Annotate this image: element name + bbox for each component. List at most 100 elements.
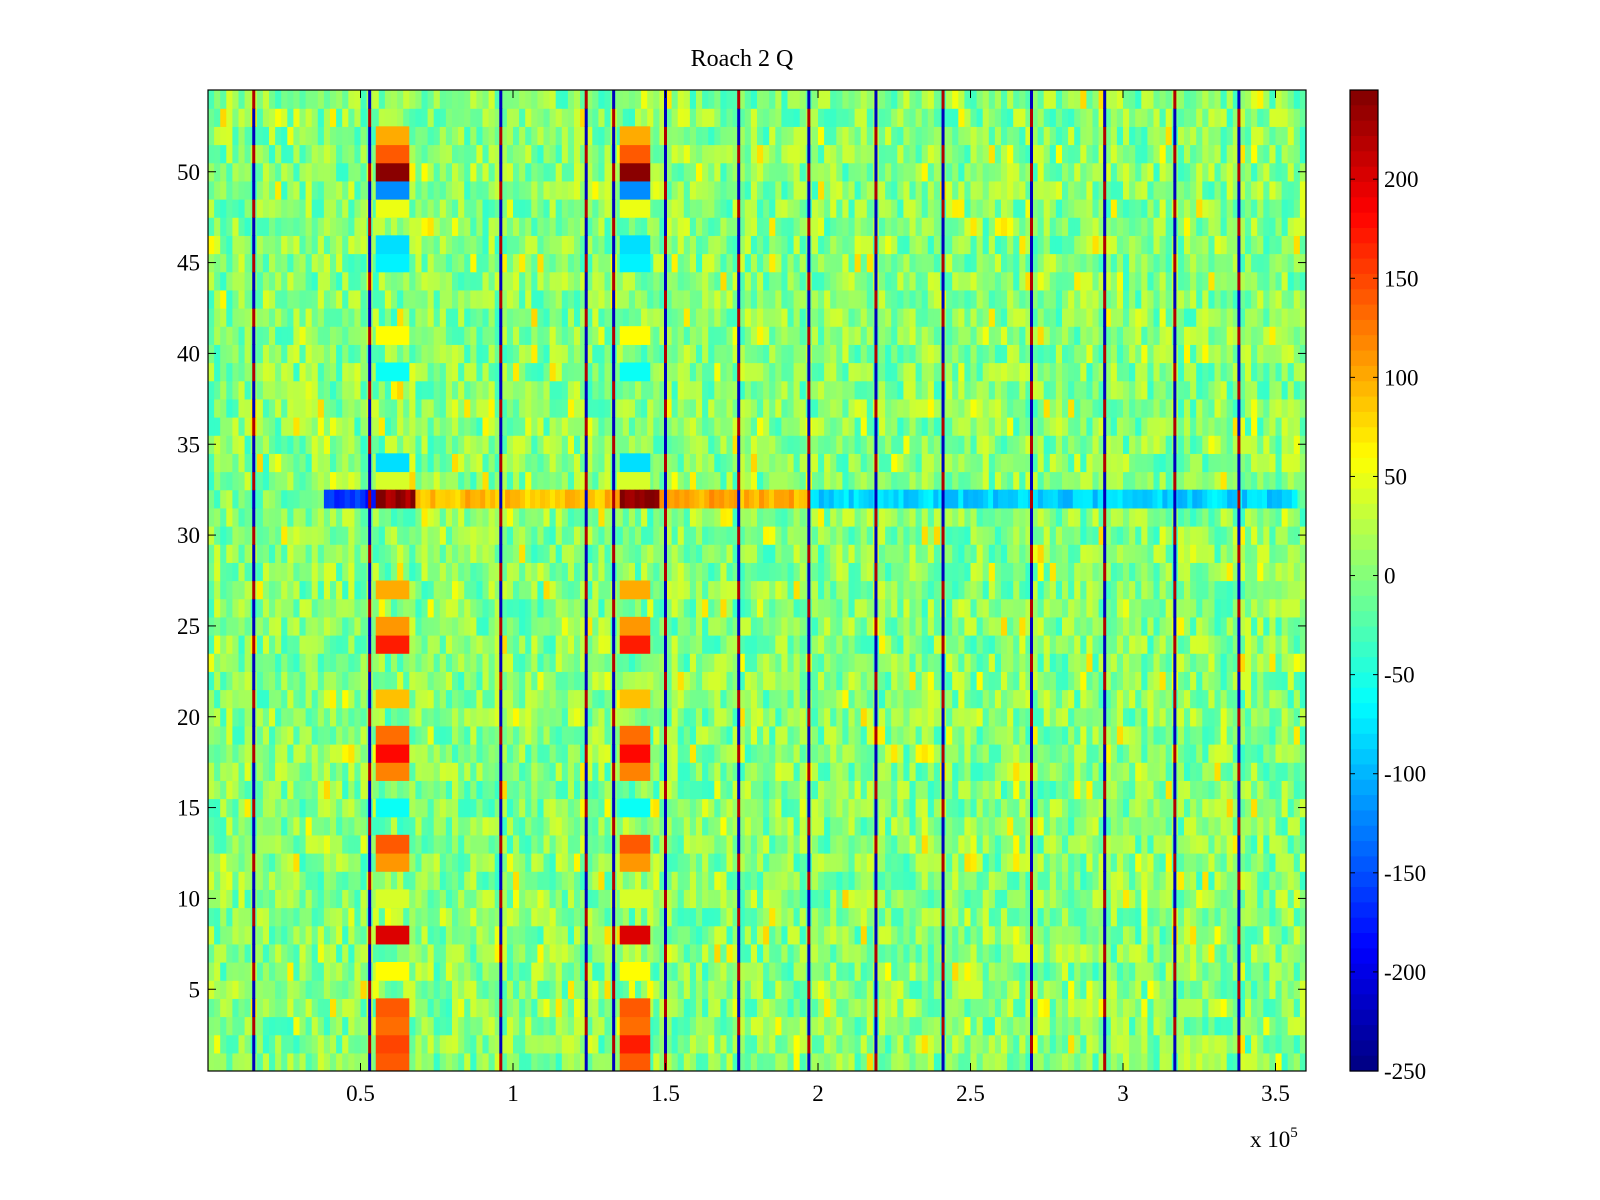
heatmap-cell xyxy=(470,998,477,1018)
heatmap-cell xyxy=(1025,798,1033,818)
heatmap-cell xyxy=(513,853,520,872)
heatmap-cell xyxy=(1135,616,1142,636)
heatmap-cell xyxy=(1263,671,1270,691)
heatmap-cell xyxy=(330,962,337,981)
heatmap-cell xyxy=(799,998,807,1018)
heatmap-cell xyxy=(781,562,789,582)
heatmap-cell xyxy=(531,1052,538,1071)
heatmap-cell xyxy=(1007,798,1014,818)
heatmap-cell xyxy=(653,925,660,945)
heatmap-cell xyxy=(647,653,654,672)
heatmap-cell xyxy=(574,671,581,691)
heatmap-cell xyxy=(891,689,898,709)
heatmap-cell xyxy=(1110,598,1118,618)
heatmap-cell xyxy=(287,707,294,727)
heatmap-cell xyxy=(513,671,520,691)
heatmap-cell xyxy=(256,762,264,781)
heatmap-cell xyxy=(933,580,941,600)
heatmap-cell xyxy=(342,671,349,691)
heatmap-cell xyxy=(1220,1034,1228,1054)
heatmap-cell xyxy=(531,925,538,945)
heatmap-cell xyxy=(1129,1034,1136,1054)
heatmap-cell xyxy=(232,834,240,854)
heatmap-cell xyxy=(787,943,795,963)
heatmap-cell xyxy=(574,744,581,763)
heatmap-cell xyxy=(1104,635,1112,654)
heatmap-cell xyxy=(1098,998,1106,1018)
heatmap-cell xyxy=(317,943,325,963)
heatmap-cell xyxy=(330,889,337,909)
heatmap-cell xyxy=(281,780,288,800)
heatmap-cell xyxy=(293,816,301,836)
heatmap-cell xyxy=(891,798,898,818)
heatmap-cell xyxy=(580,1052,587,1071)
heatmap-cell xyxy=(519,562,526,582)
heatmap-cell xyxy=(659,962,667,981)
heatmap-cell xyxy=(470,907,477,927)
heatmap-cell xyxy=(330,1052,337,1071)
heatmap-cell xyxy=(1123,980,1130,999)
heatmap-cell xyxy=(1129,707,1136,727)
heatmap-cell xyxy=(1208,907,1216,927)
heatmap-cell xyxy=(482,907,490,927)
heatmap-cell xyxy=(482,744,490,763)
heatmap-cell xyxy=(1232,816,1240,836)
heatmap-cell xyxy=(500,689,508,709)
heatmap-cell xyxy=(1007,653,1014,672)
heatmap-cell xyxy=(1184,943,1191,963)
heatmap-cell xyxy=(976,889,984,909)
heatmap-cell xyxy=(891,707,898,727)
heatmap-cell xyxy=(299,580,307,600)
heatmap-cell xyxy=(519,816,526,836)
heatmap-cell xyxy=(586,653,593,672)
heatmap-cell xyxy=(744,889,752,909)
heatmap-cell xyxy=(604,907,612,927)
heatmap-cell xyxy=(927,1016,935,1036)
heatmap-cell xyxy=(336,762,343,781)
heatmap-cell xyxy=(323,653,331,672)
heatmap-cell xyxy=(933,780,941,800)
heatmap-cell xyxy=(561,871,569,890)
heatmap-cell xyxy=(1184,616,1191,636)
heatmap-cell xyxy=(970,635,978,654)
heatmap-cell xyxy=(1068,925,1075,945)
heatmap-cell xyxy=(360,943,368,963)
heatmap-cell xyxy=(811,562,819,582)
heatmap-cell xyxy=(854,635,862,654)
heatmap-cell xyxy=(1086,707,1094,727)
heatmap-cell xyxy=(732,562,740,582)
heatmap-cell xyxy=(1086,998,1094,1018)
heatmap-cell xyxy=(506,943,514,963)
heatmap-cell xyxy=(683,1034,691,1054)
heatmap-cell xyxy=(592,689,599,709)
heatmap-cell xyxy=(445,816,453,836)
heatmap-cell xyxy=(763,980,770,999)
heatmap-cell xyxy=(421,598,429,618)
heatmap-cell xyxy=(659,980,667,999)
heatmap-cell xyxy=(732,780,740,800)
heatmap-cell xyxy=(757,889,764,909)
heatmap-cell xyxy=(1299,762,1306,781)
heatmap-cell xyxy=(769,962,776,981)
heatmap-cell xyxy=(415,962,423,981)
heatmap-cell xyxy=(763,562,770,582)
heatmap-cell xyxy=(659,725,667,745)
heatmap-cell xyxy=(1257,962,1264,981)
heatmap-cell xyxy=(616,780,624,800)
heatmap-cell xyxy=(299,725,307,745)
heatmap-cell xyxy=(1251,853,1258,872)
heatmap-cell xyxy=(915,1052,923,1071)
heatmap-cell xyxy=(269,616,276,636)
heatmap-cell xyxy=(226,635,233,654)
heatmap-cell xyxy=(689,725,697,745)
heatmap-cell xyxy=(476,980,484,999)
heatmap-cell xyxy=(708,562,715,582)
heatmap-cell xyxy=(1001,1016,1008,1036)
heatmap-cell xyxy=(708,725,715,745)
heatmap-cell xyxy=(464,1052,471,1071)
heatmap-cell xyxy=(586,598,593,618)
heatmap-cell xyxy=(360,925,368,945)
heatmap-cell xyxy=(732,653,740,672)
heatmap-cell xyxy=(427,762,435,781)
heatmap-cell xyxy=(220,889,227,909)
